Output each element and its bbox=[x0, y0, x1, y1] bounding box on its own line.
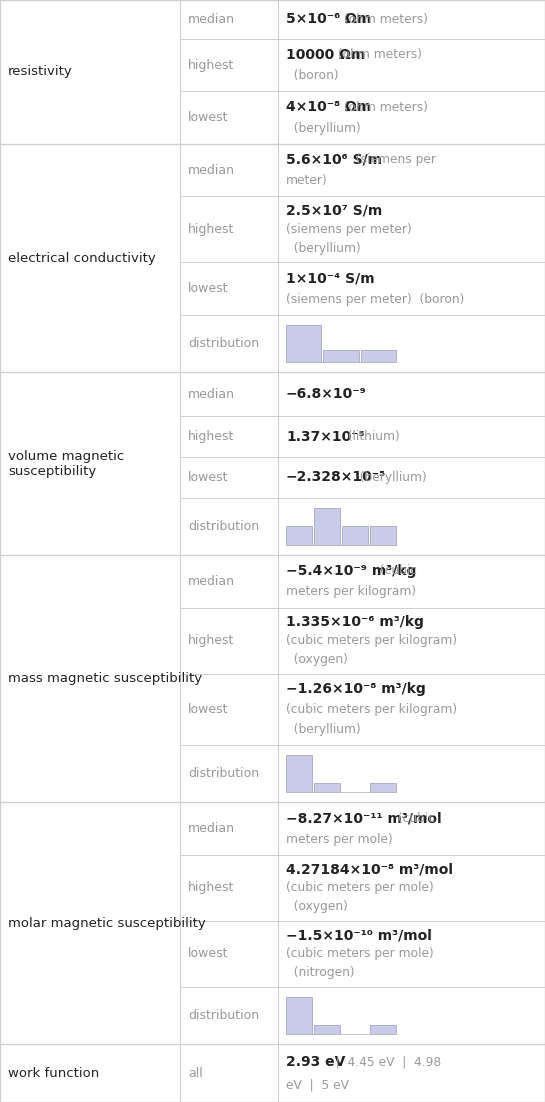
Bar bbox=[370, 527, 396, 545]
Text: lowest: lowest bbox=[188, 703, 228, 716]
Text: (cubic meters per mole): (cubic meters per mole) bbox=[286, 948, 434, 960]
Text: 5.6×10⁶ S/m: 5.6×10⁶ S/m bbox=[286, 153, 382, 166]
Text: (cubic meters per kilogram): (cubic meters per kilogram) bbox=[286, 703, 457, 716]
Text: all: all bbox=[188, 1067, 203, 1080]
Text: electrical conductivity: electrical conductivity bbox=[8, 251, 156, 264]
Text: highest: highest bbox=[188, 58, 234, 72]
Text: lowest: lowest bbox=[188, 282, 228, 295]
Text: molar magnetic susceptibility: molar magnetic susceptibility bbox=[8, 917, 206, 930]
Bar bbox=[314, 784, 340, 792]
Text: −5.4×10⁻⁹ m³/kg: −5.4×10⁻⁹ m³/kg bbox=[286, 564, 416, 577]
Text: (ohm meters): (ohm meters) bbox=[334, 48, 422, 62]
Text: (lithium): (lithium) bbox=[340, 430, 399, 443]
Text: median: median bbox=[188, 822, 235, 835]
Text: 4×10⁻⁸ Ωm: 4×10⁻⁸ Ωm bbox=[286, 100, 371, 115]
Text: 10000 Ωm: 10000 Ωm bbox=[286, 47, 365, 62]
Text: meters per kilogram): meters per kilogram) bbox=[286, 585, 416, 598]
Text: −1.5×10⁻¹⁰ m³/mol: −1.5×10⁻¹⁰ m³/mol bbox=[286, 928, 432, 942]
Text: distribution: distribution bbox=[188, 767, 259, 780]
Text: highest: highest bbox=[188, 635, 234, 647]
Text: median: median bbox=[188, 163, 235, 176]
Text: 1.37×10⁻⁵: 1.37×10⁻⁵ bbox=[286, 430, 365, 444]
Bar bbox=[286, 755, 312, 792]
Text: lowest: lowest bbox=[188, 471, 228, 484]
Text: (beryllium): (beryllium) bbox=[352, 471, 427, 484]
Text: (cubic: (cubic bbox=[376, 564, 417, 577]
Text: 4.27184×10⁻⁸ m³/mol: 4.27184×10⁻⁸ m³/mol bbox=[286, 862, 453, 876]
Text: work function: work function bbox=[8, 1067, 99, 1080]
Text: lowest: lowest bbox=[188, 948, 228, 960]
Text: distribution: distribution bbox=[188, 1009, 259, 1023]
Text: eV  |  5 eV: eV | 5 eV bbox=[286, 1078, 349, 1091]
Bar bbox=[323, 350, 359, 363]
Text: median: median bbox=[188, 388, 235, 401]
Text: 5×10⁻⁶ Ωm: 5×10⁻⁶ Ωm bbox=[286, 12, 371, 26]
Text: distribution: distribution bbox=[188, 337, 259, 350]
Text: |  4.45 eV  |  4.98: | 4.45 eV | 4.98 bbox=[328, 1056, 441, 1068]
Text: (nitrogen): (nitrogen) bbox=[286, 966, 355, 980]
Bar bbox=[286, 325, 322, 363]
Text: meter): meter) bbox=[286, 174, 328, 187]
Text: (siemens per: (siemens per bbox=[352, 153, 436, 166]
Text: −8.27×10⁻¹¹ m³/mol: −8.27×10⁻¹¹ m³/mol bbox=[286, 811, 441, 825]
Text: (cubic meters per kilogram): (cubic meters per kilogram) bbox=[286, 635, 457, 647]
Bar bbox=[370, 784, 396, 792]
Text: (ohm meters): (ohm meters) bbox=[340, 100, 428, 114]
Text: (beryllium): (beryllium) bbox=[286, 121, 361, 134]
Text: 2.5×10⁷ S/m: 2.5×10⁷ S/m bbox=[286, 204, 382, 217]
Text: (cubic: (cubic bbox=[394, 811, 435, 824]
Text: volume magnetic
susceptibility: volume magnetic susceptibility bbox=[8, 450, 124, 478]
Bar bbox=[286, 997, 312, 1035]
Bar bbox=[370, 1025, 396, 1035]
Text: (ohm meters): (ohm meters) bbox=[340, 13, 428, 26]
Text: highest: highest bbox=[188, 223, 234, 236]
Text: median: median bbox=[188, 575, 235, 588]
Text: −1.26×10⁻⁸ m³/kg: −1.26×10⁻⁸ m³/kg bbox=[286, 682, 426, 696]
Bar bbox=[342, 527, 368, 545]
Text: distribution: distribution bbox=[188, 520, 259, 533]
Text: meters per mole): meters per mole) bbox=[286, 833, 393, 845]
Text: (oxygen): (oxygen) bbox=[286, 653, 348, 666]
Text: 2.93 eV: 2.93 eV bbox=[286, 1055, 346, 1069]
Text: (cubic meters per mole): (cubic meters per mole) bbox=[286, 882, 434, 895]
Bar bbox=[314, 1025, 340, 1035]
Bar bbox=[286, 527, 312, 545]
Text: mass magnetic susceptibility: mass magnetic susceptibility bbox=[8, 672, 202, 685]
Text: highest: highest bbox=[188, 882, 234, 895]
Text: (oxygen): (oxygen) bbox=[286, 900, 348, 914]
Text: (siemens per meter)  (boron): (siemens per meter) (boron) bbox=[286, 293, 464, 305]
Text: (boron): (boron) bbox=[286, 69, 338, 83]
Text: −6.8×10⁻⁹: −6.8×10⁻⁹ bbox=[286, 388, 367, 401]
Text: (beryllium): (beryllium) bbox=[286, 241, 361, 255]
Text: resistivity: resistivity bbox=[8, 65, 72, 78]
Text: lowest: lowest bbox=[188, 111, 228, 125]
Text: (siemens per meter): (siemens per meter) bbox=[286, 223, 412, 236]
Text: 1.335×10⁻⁶ m³/kg: 1.335×10⁻⁶ m³/kg bbox=[286, 615, 424, 629]
Text: (beryllium): (beryllium) bbox=[286, 723, 361, 736]
Text: median: median bbox=[188, 13, 235, 26]
Text: highest: highest bbox=[188, 430, 234, 443]
Text: 1×10⁻⁴ S/m: 1×10⁻⁴ S/m bbox=[286, 271, 374, 285]
Bar bbox=[314, 508, 340, 545]
Bar bbox=[361, 350, 396, 363]
Text: −2.328×10⁻⁵: −2.328×10⁻⁵ bbox=[286, 471, 386, 485]
